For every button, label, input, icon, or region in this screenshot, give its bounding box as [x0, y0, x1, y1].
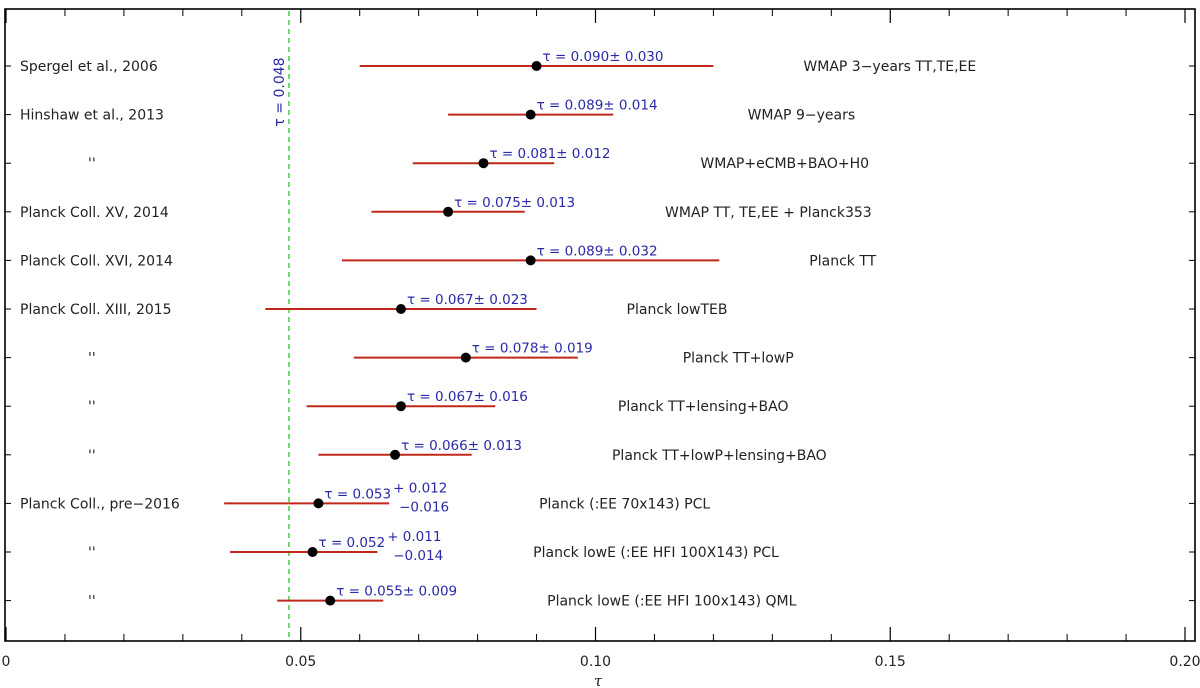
- error-plus-label: + 0.011: [387, 529, 441, 545]
- error-minus-label: −0.014: [393, 548, 443, 564]
- measurement-row: Hinshaw et al., 2013 τ = 0.089± 0.014 WMAP…: [20, 98, 855, 124]
- measurement-label: Planck TT+lowP+lensing+BAO: [612, 448, 827, 464]
- value-label: τ = 0.090± 0.030: [543, 49, 664, 65]
- value-label: τ = 0.075± 0.013: [454, 195, 575, 211]
- measurement-label: Planck lowTEB: [627, 302, 728, 318]
- data-point: [525, 255, 536, 266]
- measurement-rows: Spergel et al., 2006 τ = 0.090± 0.030 WMAP…: [20, 49, 976, 610]
- measurement-label: WMAP+eCMB+BAO+H0: [700, 156, 869, 172]
- value-label: τ = 0.055± 0.009: [336, 584, 457, 600]
- data-point: [460, 352, 471, 363]
- reference-line-label: τ = 0.048: [272, 57, 288, 126]
- data-point: [395, 401, 406, 412]
- data-point: [531, 61, 542, 71]
- reference-label: Planck Coll. XV, 2014: [20, 205, 169, 221]
- measurement-row: Planck Coll. XV, 2014 τ = 0.075± 0.013 WMA…: [20, 195, 872, 221]
- error-minus-label: −0.016: [399, 499, 449, 515]
- ditto-mark: '': [88, 399, 96, 415]
- measurement-row: Planck Coll. XIII, 2015 τ = 0.067± 0.023 P…: [20, 292, 728, 318]
- plot-frame: [4, 8, 1196, 642]
- measurement-label: WMAP 9−years: [748, 108, 856, 124]
- measurement-label: Planck TT+lensing+BAO: [618, 399, 789, 415]
- measurement-label: WMAP TT, TE,EE + Planck353: [665, 205, 872, 221]
- reference-label: Hinshaw et al., 2013: [20, 108, 164, 124]
- reference-label: Planck Coll. XVI, 2014: [20, 253, 173, 269]
- measurement-label: Planck (:EE 70x143) PCL: [539, 496, 710, 512]
- x-tick-label: 0.20: [1169, 654, 1200, 670]
- x-tick-label: 0: [2, 654, 11, 670]
- value-label: τ = 0.067± 0.016: [407, 389, 528, 405]
- measurement-row: Spergel et al., 2006 τ = 0.090± 0.030 WMAP…: [20, 49, 976, 75]
- data-point: [325, 595, 336, 606]
- reference-line-group: τ = 0.048: [272, 11, 290, 639]
- data-point: [525, 109, 536, 120]
- x-tick-label: 0.10: [580, 654, 611, 670]
- data-point: [395, 304, 406, 314]
- ditto-mark: '': [88, 594, 96, 610]
- value-label: τ = 0.089± 0.014: [537, 98, 658, 114]
- measurement-row: '' τ = 0.066± 0.013 Planck TT+lowP+lensing…: [88, 438, 827, 464]
- ditto-mark: '': [88, 351, 96, 367]
- measurement-label: Planck lowE (:EE HFI 100x143) QML: [547, 594, 796, 610]
- ditto-mark: '': [88, 545, 96, 561]
- value-label: τ = 0.052: [319, 535, 386, 551]
- x-tick-label: 0.05: [285, 654, 316, 670]
- ditto-mark: '': [88, 156, 96, 172]
- measurement-label: Planck lowE (:EE HFI 100X143) PCL: [533, 545, 779, 561]
- measurement-label: Planck TT: [809, 253, 876, 269]
- data-point: [307, 547, 318, 557]
- value-label: τ = 0.053: [324, 486, 391, 502]
- measurement-row: Planck Coll., pre−2016 τ = 0.053 + 0.012 −0…: [20, 480, 710, 515]
- measurement-row: '' τ = 0.078± 0.019 Planck TT+lowP: [88, 341, 794, 367]
- measurement-row: '' τ = 0.055± 0.009 Planck lowE (:EE HFI 1…: [88, 584, 797, 610]
- x-tick-label: 0.15: [875, 654, 906, 670]
- value-label: τ = 0.066± 0.013: [401, 438, 522, 454]
- value-label: τ = 0.081± 0.012: [489, 146, 610, 162]
- data-point: [313, 498, 324, 509]
- measurement-row: '' τ = 0.067± 0.016 Planck TT+lensing+BAO: [88, 389, 789, 415]
- ditto-mark: '': [88, 448, 96, 464]
- value-label: τ = 0.067± 0.023: [407, 292, 528, 308]
- reference-label: Spergel et al., 2006: [20, 59, 158, 75]
- error-plus-label: + 0.012: [393, 480, 447, 496]
- value-label: τ = 0.078± 0.019: [472, 341, 593, 357]
- reference-label: Planck Coll., pre−2016: [20, 496, 180, 512]
- data-point: [478, 158, 489, 169]
- reference-label: Planck Coll. XIII, 2015: [20, 302, 172, 318]
- x-axis-label: τ: [594, 672, 603, 688]
- data-point: [390, 449, 401, 460]
- measurement-row: '' τ = 0.081± 0.012 WMAP+eCMB+BAO+H0: [88, 146, 869, 172]
- measurement-label: WMAP 3−years TT,TE,EE: [803, 59, 976, 75]
- data-point: [443, 206, 454, 217]
- value-label: τ = 0.089± 0.032: [537, 243, 658, 259]
- axes: 0 0.05 0.10 0.15 0.20: [2, 8, 1200, 670]
- measurement-row: Planck Coll. XVI, 2014 τ = 0.089± 0.032 Pl…: [20, 243, 877, 269]
- measurement-row: '' τ = 0.052 + 0.011 −0.014 Planck lowE (:EE…: [88, 529, 779, 564]
- measurement-label: Planck TT+lowP: [683, 351, 794, 367]
